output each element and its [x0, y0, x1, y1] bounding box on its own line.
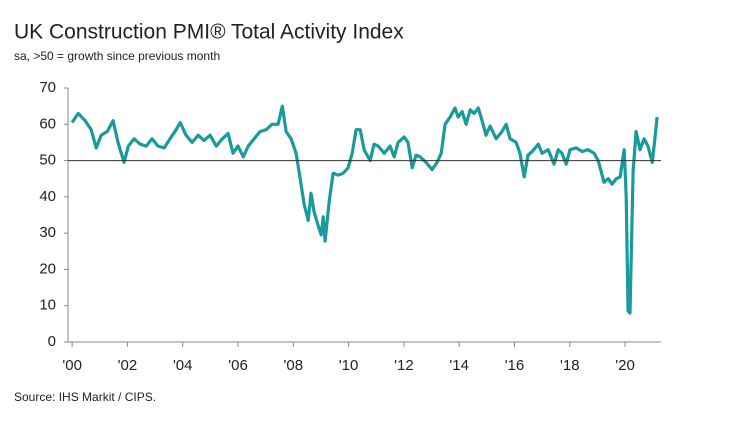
data-line	[70, 104, 659, 315]
y-tick-label: 50	[39, 152, 56, 169]
y-tick-label: 70	[39, 79, 56, 96]
x-tick-label: '08	[284, 357, 304, 374]
x-tick-label: '16	[505, 357, 525, 374]
x-tick-label: '10	[339, 357, 359, 374]
x-tick-label: '04	[173, 357, 193, 374]
x-tick-label: '14	[449, 357, 469, 374]
y-tick-label: 30	[39, 224, 56, 241]
y-tick-label: 40	[39, 188, 56, 205]
x-tick-label: '00	[62, 357, 82, 374]
x-tick-label: '20	[615, 357, 635, 374]
chart-subtitle: sa, >50 = growth since previous month	[14, 49, 220, 63]
y-tick-label: 10	[39, 297, 56, 314]
x-tick-label: '18	[560, 357, 580, 374]
x-tick-label: '06	[228, 357, 248, 374]
y-tick-label: 60	[39, 115, 56, 132]
y-tick-label: 20	[39, 260, 56, 277]
x-tick-label: '12	[394, 357, 414, 374]
x-tick-label: '02	[118, 357, 138, 374]
source-note: Source: IHS Markit / CIPS.	[14, 390, 156, 404]
chart-title: UK Construction PMI® Total Activity Inde…	[14, 21, 404, 44]
y-tick-label: 0	[48, 333, 56, 350]
